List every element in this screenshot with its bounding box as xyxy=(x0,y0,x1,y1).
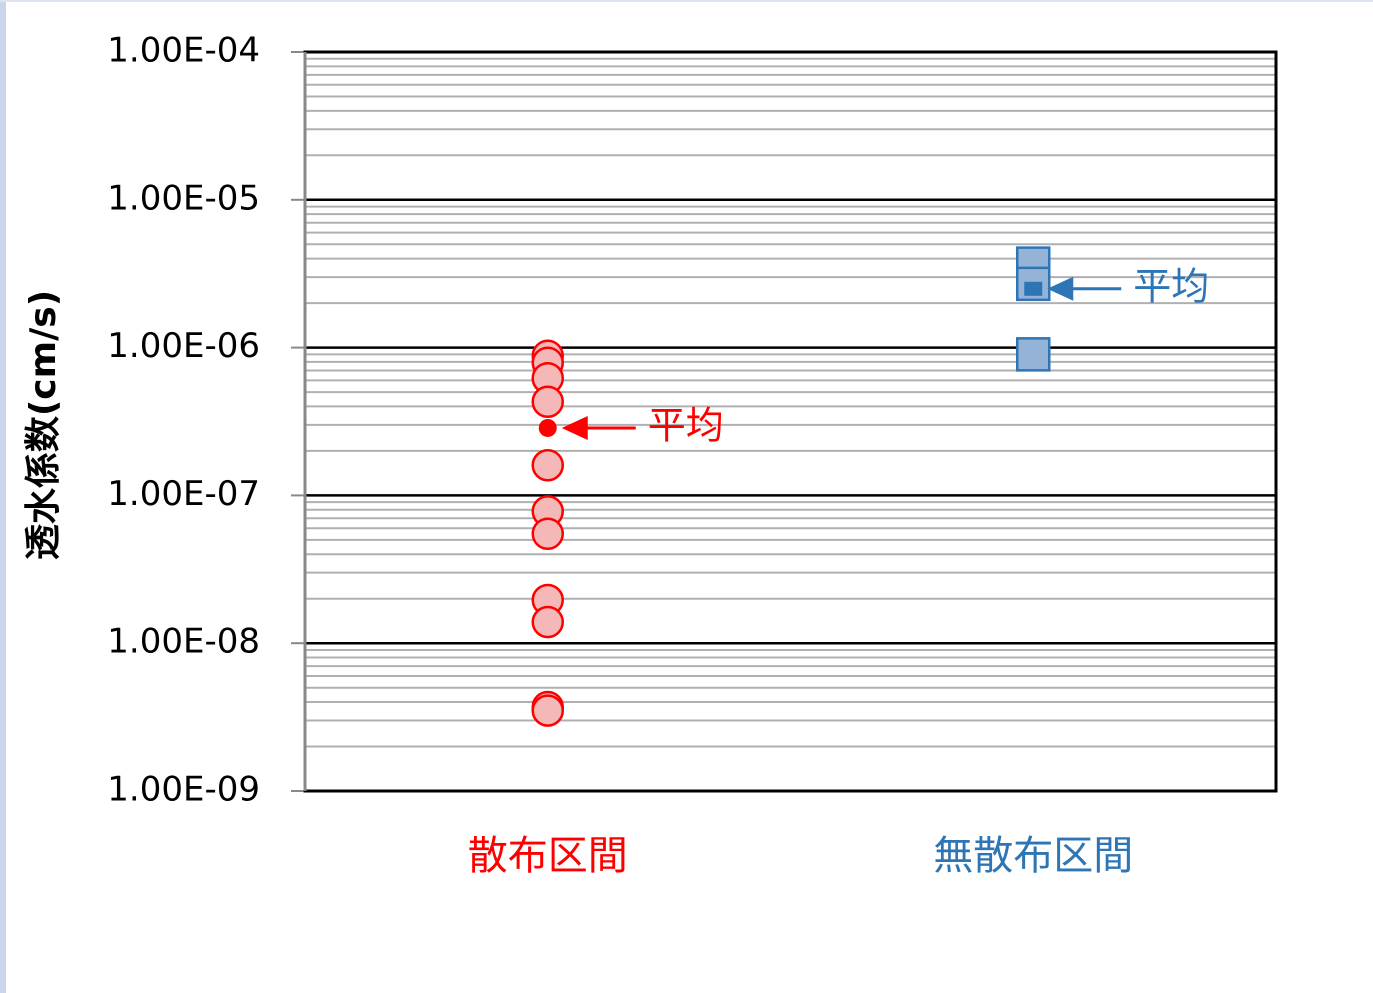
data-point xyxy=(1016,337,1051,372)
data-point xyxy=(531,448,564,482)
x-tick-label: 無散布区間 xyxy=(933,833,1133,879)
top-border xyxy=(0,0,1373,2)
y-axis-label: 透水係数(cm/s) xyxy=(23,290,64,560)
mean-point xyxy=(538,418,557,437)
y-tick-label: 1.00E-07 xyxy=(107,474,260,514)
y-tick-label: 1.00E-04 xyxy=(107,31,260,71)
arrow-head xyxy=(561,415,588,440)
y-tick-label: 1.00E-06 xyxy=(107,326,260,366)
x-tick-label: 散布区間 xyxy=(468,833,628,879)
arrow-head xyxy=(1047,276,1074,301)
y-tick-label: 1.00E-08 xyxy=(107,622,260,662)
data-point xyxy=(531,605,564,639)
data-point xyxy=(531,694,564,727)
annotation: 平均 xyxy=(648,403,724,447)
annotation: 平均 xyxy=(1133,264,1209,308)
mean-point xyxy=(1024,281,1043,296)
y-tick-label: 1.00E-09 xyxy=(107,770,260,810)
data-point xyxy=(531,385,564,419)
y-tick-label: 1.00E-05 xyxy=(107,178,260,218)
left-border xyxy=(0,0,6,993)
data-point xyxy=(531,517,564,551)
